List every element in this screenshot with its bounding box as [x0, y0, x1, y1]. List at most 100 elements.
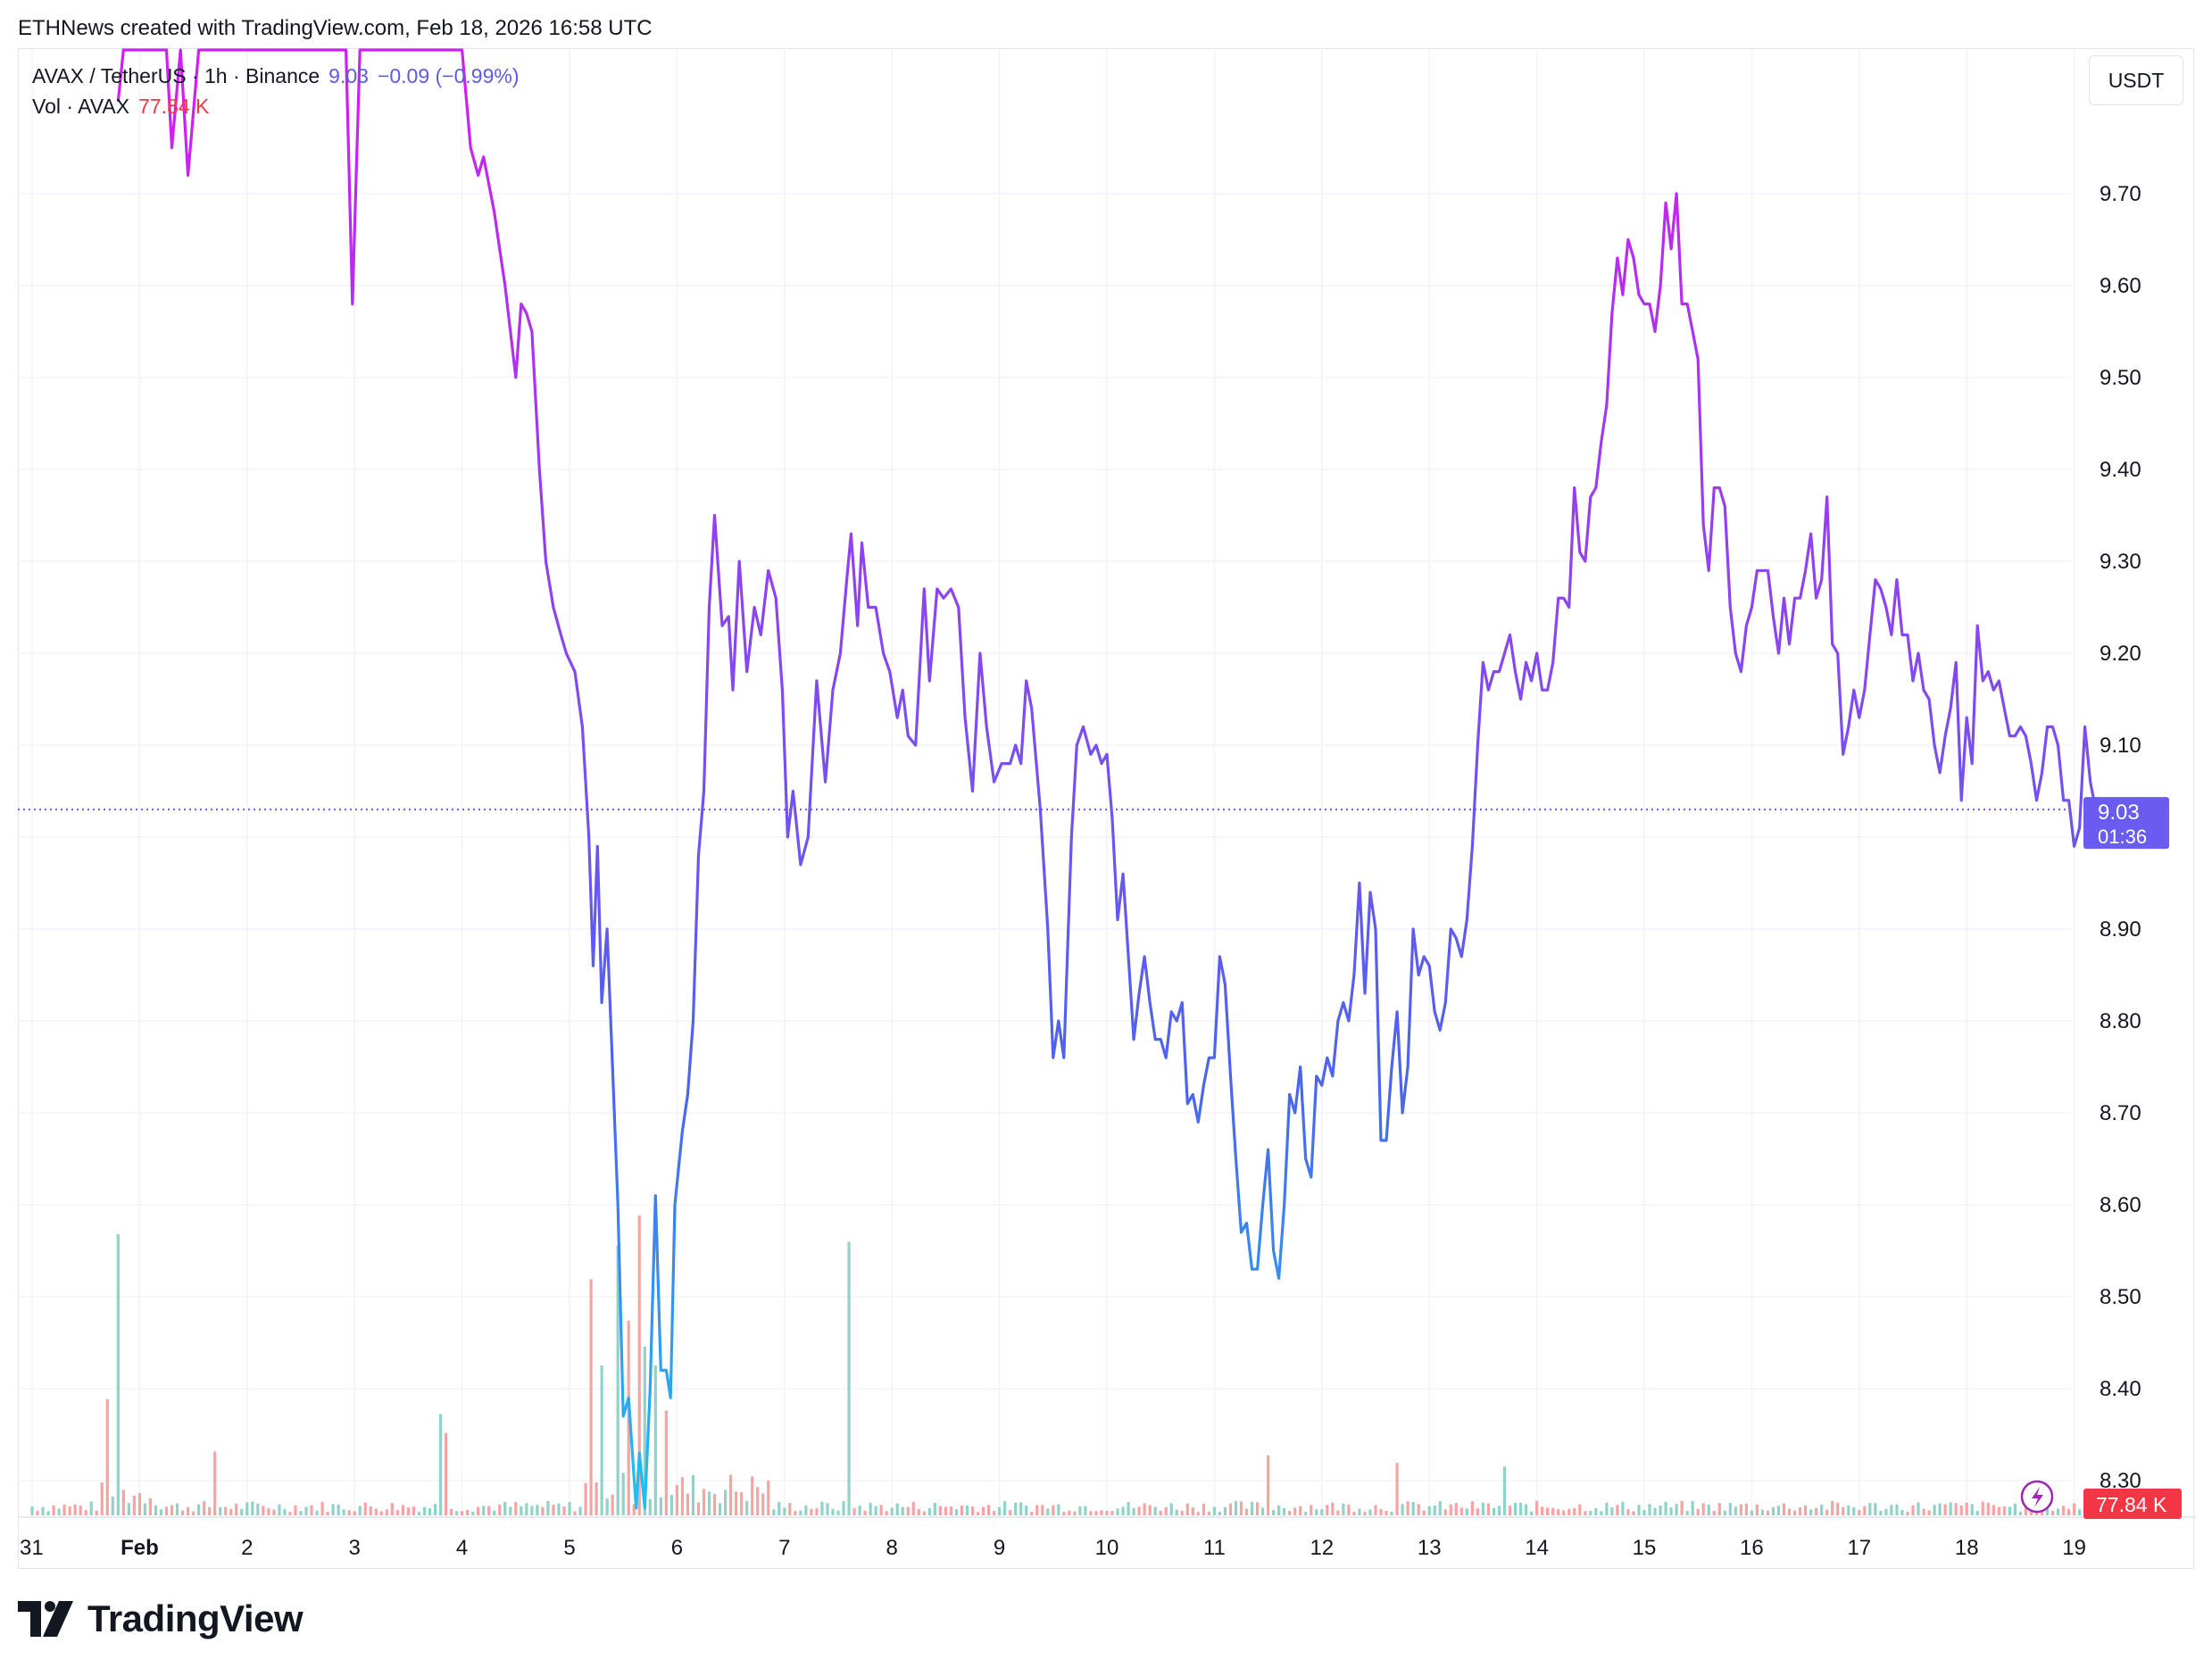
volume-bar: [116, 1234, 120, 1515]
volume-bar: [1535, 1500, 1539, 1515]
x-tick-label: 17: [1847, 1536, 1871, 1560]
volume-bar: [1132, 1507, 1135, 1515]
volume-bar: [976, 1512, 980, 1515]
x-tick-label: 14: [1525, 1536, 1549, 1560]
volume-bar: [536, 1505, 539, 1515]
volume-bar: [1143, 1503, 1146, 1515]
volume-bar: [1148, 1505, 1152, 1515]
volume-bar: [1438, 1501, 1442, 1515]
price-line: [116, 48, 2098, 1510]
lightning-icon[interactable]: [2020, 1480, 2054, 1514]
volume-bar: [1922, 1508, 1925, 1515]
volume-bar: [1771, 1506, 1775, 1515]
volume-bar: [428, 1507, 432, 1515]
price-series: [116, 48, 2100, 1510]
volume-bar: [1153, 1506, 1157, 1515]
volume-bar: [659, 1497, 662, 1515]
volume-bar: [1858, 1510, 1861, 1515]
volume-bar: [707, 1491, 711, 1515]
volume-bar: [401, 1505, 404, 1515]
volume-bar: [1669, 1507, 1673, 1515]
volume-bar: [1906, 1511, 1909, 1515]
volume-bar: [95, 1510, 98, 1515]
x-tick-label: 13: [1418, 1536, 1442, 1560]
volume-legend[interactable]: Vol · AVAX 77.84 K: [32, 95, 209, 119]
volume-bar: [1847, 1505, 1850, 1515]
tradingview-logo-icon: [18, 1601, 73, 1637]
volume-bar: [1385, 1511, 1388, 1515]
time-axis[interactable]: 31 Feb 2 3 4 5 6 7 8 9 10 11 12 13 14 15 16 17 18 19: [20, 1536, 2086, 1560]
y-tick-label: 9.20: [2100, 642, 2141, 666]
volume-bar: [1792, 1510, 1797, 1515]
volume-bar: [767, 1480, 770, 1515]
tradingview-logo[interactable]: TradingView: [18, 1597, 304, 1640]
volume-bar: [1191, 1507, 1194, 1515]
volume-bar: [1180, 1510, 1184, 1515]
volume-bar: [143, 1503, 147, 1515]
volume-bar: [390, 1503, 394, 1515]
volume-bar: [1584, 1511, 1587, 1515]
volume-bar: [2066, 1508, 2071, 1515]
volume-bar: [648, 1498, 652, 1515]
volume-bar: [503, 1501, 507, 1515]
volume-bar: [1632, 1511, 1635, 1515]
volume-bar: [1529, 1511, 1534, 1515]
x-tick-label: 5: [563, 1536, 575, 1560]
volume-bar: [121, 1489, 125, 1515]
volume-bar: [1717, 1503, 1721, 1515]
volume-bar: [826, 1503, 829, 1515]
volume-bar: [240, 1508, 244, 1515]
volume-bar: [1917, 1502, 1920, 1515]
volume-bar: [1320, 1509, 1324, 1515]
volume-bar: [30, 1506, 34, 1515]
volume-bar: [1546, 1507, 1550, 1515]
x-tick-label: 10: [1095, 1536, 1119, 1560]
badge-countdown: 01:36: [2098, 826, 2147, 848]
x-tick-label: Feb: [121, 1536, 159, 1560]
volume-bar: [1390, 1511, 1393, 1515]
volume-bar: [304, 1506, 308, 1515]
volume-bar: [208, 1506, 212, 1515]
volume-bar: [1863, 1506, 1867, 1515]
volume-bar: [1927, 1510, 1931, 1515]
volume-bar: [965, 1505, 969, 1515]
currency-button[interactable]: USDT: [2089, 55, 2183, 105]
price-axis[interactable]: 8.308.408.508.608.708.808.909.009.109.20…: [2020, 182, 2182, 1519]
volume-bar: [461, 1511, 464, 1515]
volume-bar: [132, 1496, 136, 1515]
volume-bar: [1084, 1506, 1087, 1515]
volume-bar: [1874, 1503, 1877, 1515]
volume-bar: [466, 1509, 470, 1515]
volume-badge: 77.84 K: [2083, 1489, 2182, 1519]
volume-bar: [1260, 1507, 1265, 1515]
volume-bar: [1234, 1501, 1238, 1515]
volume-bar: [1486, 1503, 1491, 1515]
volume-bar: [498, 1504, 502, 1515]
volume-bar: [2056, 1508, 2060, 1515]
volume-bar: [842, 1501, 845, 1515]
volume-bar: [1959, 1506, 1963, 1515]
chart-grid: [18, 48, 2196, 1518]
volume-bar: [170, 1505, 174, 1515]
volume-bar: [256, 1503, 260, 1515]
y-tick-label: 9.70: [2100, 182, 2141, 206]
volume-bar: [1105, 1510, 1109, 1515]
volume-bar: [1594, 1508, 1598, 1515]
volume-bar: [1094, 1511, 1098, 1515]
legend-change: −0.09 (−0.99%): [377, 64, 520, 87]
volume-bar: [1755, 1504, 1759, 1515]
x-tick-label: 8: [886, 1536, 898, 1560]
volume-bar: [1137, 1506, 1141, 1515]
symbol-legend[interactable]: AVAX / TetherUS · 1h · Binance 9.03 −0.09 …: [32, 64, 520, 88]
volume-bar: [358, 1506, 362, 1515]
volume-bar: [363, 1502, 367, 1515]
volume-bar: [1401, 1504, 1404, 1515]
volume-bar: [552, 1505, 555, 1515]
volume-bar: [1605, 1502, 1609, 1515]
volume-bar: [1218, 1512, 1222, 1515]
volume-bar: [1041, 1505, 1044, 1515]
volume-bar: [41, 1506, 45, 1515]
volume-bar: [944, 1506, 947, 1515]
volume-bar: [1374, 1505, 1377, 1515]
